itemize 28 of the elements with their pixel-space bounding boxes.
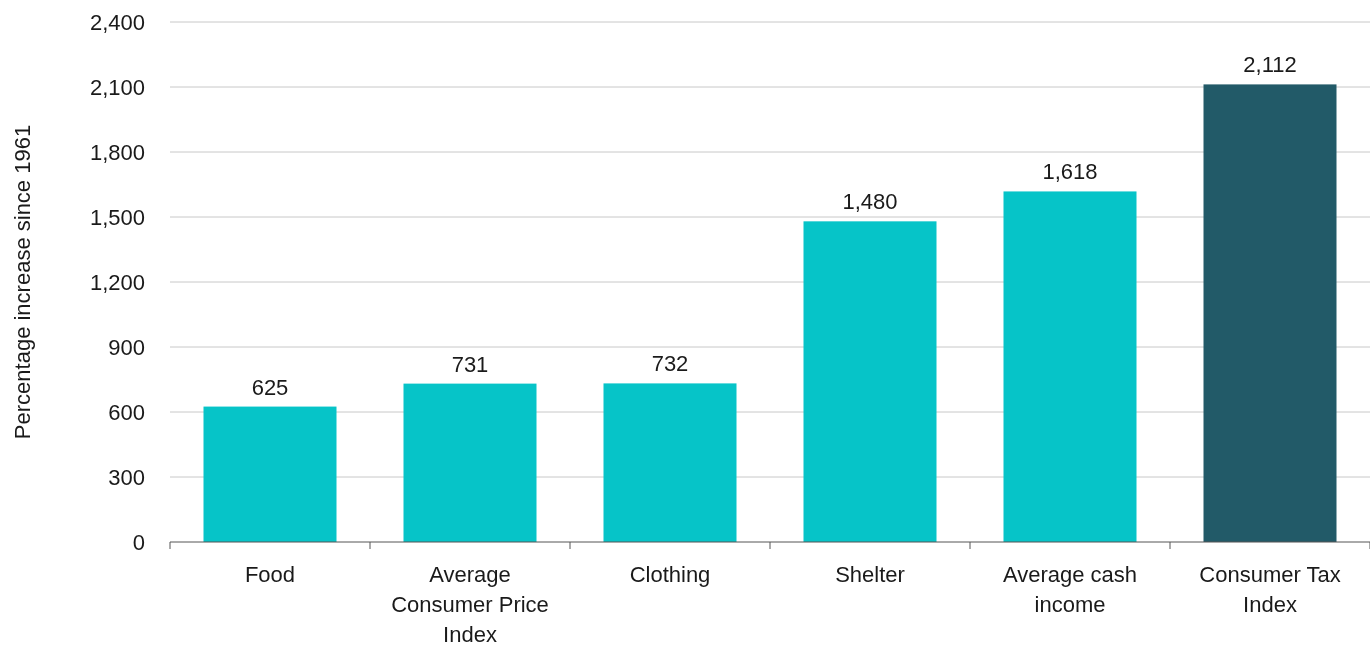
bar xyxy=(1203,84,1337,542)
x-tick-label: Average Consumer Price Index xyxy=(391,562,549,647)
data-label: 1,618 xyxy=(1042,159,1098,185)
y-tick-label: 1,800 xyxy=(89,139,145,165)
x-tick-label: Shelter xyxy=(835,562,905,587)
x-tick-label: Consumer Tax Index xyxy=(1199,562,1341,617)
bar xyxy=(1003,191,1137,542)
data-label: 732 xyxy=(651,351,689,377)
data-label: 2,112 xyxy=(1243,52,1297,78)
y-tick-label: 1,200 xyxy=(89,269,145,295)
y-tick-label: 600 xyxy=(108,399,145,425)
x-tick-label: Food xyxy=(244,562,296,587)
y-tick-label: 2,100 xyxy=(89,74,145,100)
x-tick-label: Average cash income xyxy=(1002,562,1138,617)
x-tick-label: Clothing xyxy=(629,562,711,587)
data-label: 1,480 xyxy=(842,189,898,215)
data-label: 625 xyxy=(251,374,289,400)
y-tick-label: 2,400 xyxy=(89,9,145,35)
y-tick-label: 0 xyxy=(132,529,145,555)
data-label: 731 xyxy=(451,351,489,377)
bar xyxy=(203,406,337,542)
bar xyxy=(403,383,537,542)
bar xyxy=(603,383,737,542)
y-tick-label: 1,500 xyxy=(89,204,145,230)
y-axis-title: Percentage increase since 1961 xyxy=(10,124,35,440)
y-tick-label: 900 xyxy=(108,334,145,360)
bar xyxy=(803,221,937,542)
y-tick-label: 300 xyxy=(108,464,145,490)
